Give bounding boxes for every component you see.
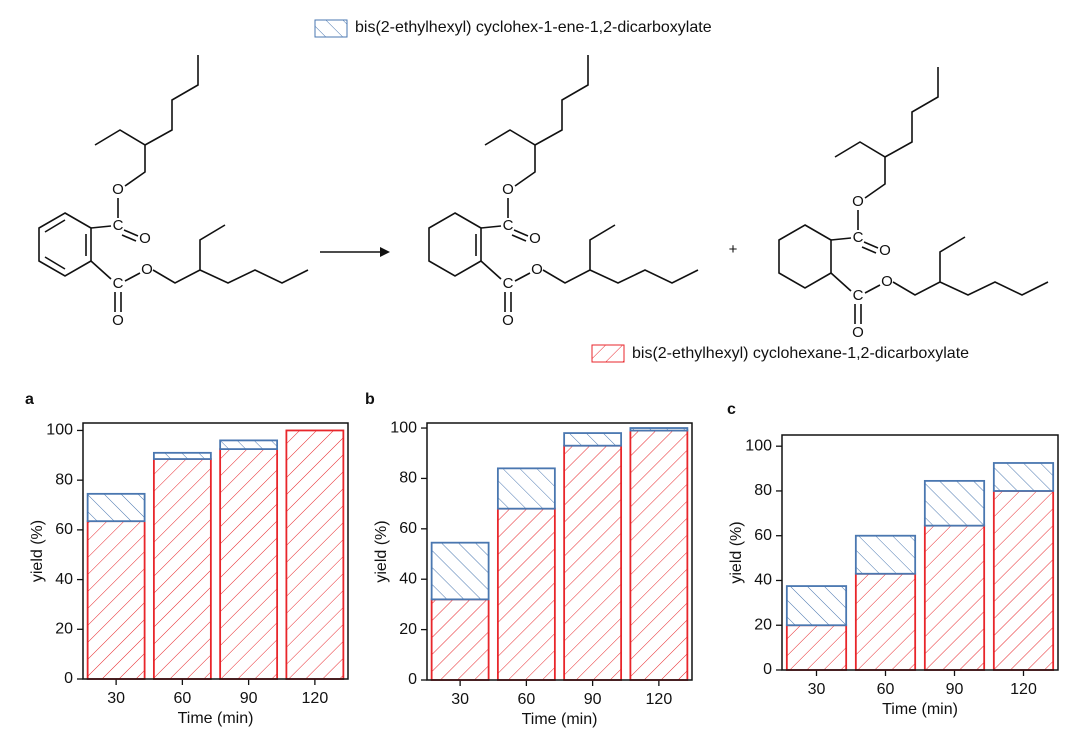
bar-segment [785, 624, 848, 671]
x-tick-label: 60 [877, 681, 895, 698]
bar-segment [219, 439, 279, 450]
bar-segment [629, 429, 689, 681]
y-tick-label: 100 [46, 422, 73, 439]
x-axis-label: Time (min) [522, 711, 598, 728]
y-tick-label: 0 [763, 661, 772, 678]
y-tick-label: 100 [390, 419, 417, 436]
y-tick-label: 40 [754, 572, 772, 589]
y-axis-label: yield (%) [373, 520, 390, 582]
bar-segment [923, 479, 986, 527]
legend-swatch [591, 344, 625, 363]
product-structure-1: O C O C O O [428, 55, 699, 329]
y-tick-label: 100 [745, 437, 772, 454]
atom-label: O [879, 242, 891, 259]
y-tick-label: 20 [754, 616, 772, 633]
x-tick-label: 60 [173, 690, 191, 707]
y-tick-label: 80 [399, 470, 417, 487]
bar-segment [563, 444, 623, 681]
bar-segment [785, 585, 848, 627]
legend-label: bis(2-ethylhexyl) cyclohexane-1,2-dicarb… [632, 345, 969, 362]
atom-label: C [503, 217, 514, 234]
bar-segment [152, 458, 212, 680]
x-tick-label: 120 [646, 691, 673, 708]
panel-label: c [727, 401, 736, 418]
bar-segment [430, 598, 490, 681]
bar-segment [496, 507, 556, 681]
atom-label: O [112, 181, 124, 198]
plot-frame [82, 422, 349, 680]
atom-label: O [531, 261, 543, 278]
y-tick-label: 20 [55, 621, 73, 638]
atom-label: O [139, 230, 151, 247]
bar-segment [563, 432, 623, 447]
plus-sign: + [729, 241, 738, 258]
x-tick-label: 90 [946, 681, 964, 698]
bar-segment [992, 462, 1055, 492]
bar-segment [629, 427, 689, 432]
bar-segment [86, 520, 146, 680]
legend-swatch [314, 19, 348, 38]
bar-segment [152, 451, 212, 460]
bar-segment [285, 429, 345, 680]
x-axis-label: Time (min) [178, 710, 254, 727]
reaction-arrow [320, 247, 390, 257]
atom-label: O [529, 230, 541, 247]
y-tick-label: 0 [64, 670, 73, 687]
atom-label: O [502, 312, 514, 329]
atom-label: C [503, 275, 514, 292]
x-axis-label: Time (min) [882, 701, 958, 718]
x-tick-label: 120 [1010, 681, 1037, 698]
bar-segment [496, 467, 556, 510]
y-tick-label: 80 [55, 471, 73, 488]
y-tick-label: 80 [754, 482, 772, 499]
plot-frame [781, 434, 1059, 671]
y-axis-label: yield (%) [728, 521, 745, 583]
plot-frame [426, 422, 693, 681]
bar-segment [854, 572, 917, 671]
reactant-structure: O C O C O O [38, 55, 309, 329]
atom-label: O [112, 312, 124, 329]
atom-label: O [852, 193, 864, 210]
bar-segment [923, 524, 986, 671]
bar-segment [992, 490, 1055, 671]
atom-label: O [502, 181, 514, 198]
y-tick-label: 0 [408, 671, 417, 688]
panel-label: a [25, 391, 34, 408]
bar-segment [86, 492, 146, 523]
bar-segment [219, 448, 279, 680]
atom-label: C [853, 287, 864, 304]
bar-segment [854, 534, 917, 575]
x-tick-label: 120 [302, 690, 329, 707]
atom-label: C [113, 275, 124, 292]
x-tick-label: 60 [517, 691, 535, 708]
atom-label: C [853, 229, 864, 246]
y-tick-label: 20 [399, 621, 417, 638]
x-tick-label: 30 [451, 691, 469, 708]
atom-label: O [141, 261, 153, 278]
x-tick-label: 90 [240, 690, 258, 707]
y-tick-label: 40 [55, 571, 73, 588]
panel-label: b [365, 391, 375, 408]
y-axis-label: yield (%) [29, 520, 46, 582]
y-tick-label: 60 [399, 520, 417, 537]
y-tick-label: 40 [399, 570, 417, 587]
atom-label: C [113, 217, 124, 234]
bar-segment [430, 541, 490, 601]
atom-label: O [852, 324, 864, 341]
atom-label: O [881, 273, 893, 290]
x-tick-label: 30 [808, 681, 826, 698]
legend-label: bis(2-ethylhexyl) cyclohex-1-ene-1,2-dic… [355, 19, 712, 36]
x-tick-label: 90 [584, 691, 602, 708]
y-tick-label: 60 [754, 527, 772, 544]
x-tick-label: 30 [107, 690, 125, 707]
y-tick-label: 60 [55, 521, 73, 538]
product-structure-2: O C O C O O [778, 67, 1049, 341]
